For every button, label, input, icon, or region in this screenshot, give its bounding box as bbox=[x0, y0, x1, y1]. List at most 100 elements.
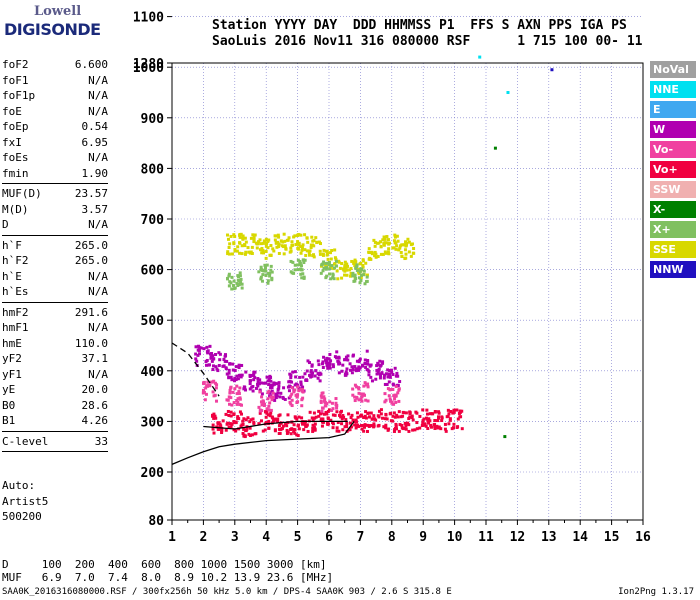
echo-point bbox=[392, 239, 396, 243]
echo-point bbox=[378, 372, 382, 376]
echo-point bbox=[268, 386, 272, 390]
echo-point bbox=[367, 415, 371, 419]
echo-point bbox=[324, 267, 328, 271]
echo-point bbox=[327, 408, 331, 412]
echo-point bbox=[439, 427, 443, 431]
echo-point bbox=[299, 383, 303, 387]
echo-point bbox=[240, 286, 244, 290]
echo-point bbox=[353, 365, 357, 369]
echo-point bbox=[411, 418, 415, 422]
y-tick-label: 800 bbox=[141, 162, 165, 177]
echo-point bbox=[269, 268, 273, 272]
echo-point bbox=[351, 393, 355, 397]
echo-point bbox=[299, 380, 303, 384]
muf-table-distance-row: D 100 200 400 600 800 1000 1500 3000 [km… bbox=[2, 558, 327, 571]
auto-program: Artist5 bbox=[2, 494, 49, 508]
echo-point bbox=[305, 369, 309, 373]
echo-point bbox=[212, 416, 216, 420]
echo-point bbox=[210, 359, 214, 363]
echo-point bbox=[359, 392, 363, 396]
echo-point bbox=[310, 364, 314, 368]
echo-point bbox=[386, 387, 390, 391]
echo-point bbox=[394, 394, 398, 398]
echo-point bbox=[379, 252, 383, 256]
echo-point bbox=[300, 276, 304, 280]
echo-point bbox=[387, 394, 391, 398]
echo-point bbox=[341, 267, 345, 271]
echo-point bbox=[426, 426, 430, 430]
echo-point bbox=[322, 412, 326, 416]
x-tick-label: 12 bbox=[510, 530, 526, 545]
echo-point bbox=[359, 267, 363, 271]
echo-point bbox=[289, 376, 293, 380]
echo-point bbox=[358, 270, 362, 274]
echo-point bbox=[322, 395, 326, 399]
param-row: h`Es N/A bbox=[2, 284, 108, 300]
echo-point bbox=[247, 432, 251, 436]
echo-point bbox=[418, 426, 422, 430]
echo-point bbox=[370, 417, 374, 421]
echo-point bbox=[413, 428, 417, 432]
echo-point bbox=[226, 233, 230, 237]
echo-point bbox=[289, 427, 293, 431]
echo-point bbox=[252, 422, 256, 426]
echo-point bbox=[393, 366, 397, 370]
echo-point bbox=[237, 282, 241, 286]
echo-point bbox=[203, 398, 207, 402]
echo-point bbox=[228, 388, 232, 392]
echo-point bbox=[431, 412, 435, 416]
echo-point bbox=[287, 389, 291, 393]
echo-point bbox=[219, 424, 223, 428]
echo-point bbox=[221, 419, 225, 423]
echo-point bbox=[503, 435, 507, 439]
echo-point bbox=[289, 432, 293, 436]
echo-point bbox=[324, 261, 328, 265]
echo-point bbox=[362, 393, 366, 397]
echo-point bbox=[296, 247, 300, 251]
echo-point bbox=[230, 378, 234, 382]
echo-point bbox=[341, 363, 345, 367]
echo-point bbox=[379, 412, 383, 416]
echo-point bbox=[322, 266, 326, 270]
echo-point bbox=[310, 243, 314, 247]
echo-point bbox=[306, 240, 310, 244]
echo-point bbox=[376, 254, 380, 258]
echo-point bbox=[355, 420, 359, 424]
echo-point bbox=[305, 249, 309, 253]
echo-point bbox=[276, 417, 280, 421]
echo-point bbox=[369, 375, 373, 379]
echo-point bbox=[224, 412, 228, 416]
echo-point bbox=[235, 399, 239, 402]
echo-point bbox=[339, 409, 343, 413]
echo-point bbox=[235, 384, 239, 388]
echo-point bbox=[376, 424, 380, 428]
echo-point bbox=[337, 360, 341, 364]
echo-point bbox=[448, 418, 452, 422]
param-separator bbox=[2, 183, 108, 184]
echo-point bbox=[267, 389, 271, 393]
echo-point bbox=[236, 278, 240, 282]
echo-point bbox=[349, 425, 353, 429]
echo-point bbox=[354, 369, 358, 373]
echo-point bbox=[372, 422, 376, 426]
echo-point bbox=[252, 238, 256, 242]
echo-point bbox=[493, 146, 497, 150]
echo-point bbox=[325, 253, 329, 257]
echo-point bbox=[329, 359, 333, 363]
echo-point bbox=[404, 411, 408, 415]
echo-point bbox=[263, 263, 267, 267]
echo-point bbox=[343, 266, 347, 270]
param-row: B0 28.6 bbox=[2, 398, 108, 414]
echo-point bbox=[392, 429, 396, 433]
echo-point bbox=[238, 271, 242, 275]
echo-point bbox=[302, 258, 306, 262]
echo-point bbox=[343, 273, 347, 277]
param-name: yF2 bbox=[2, 352, 22, 365]
echo-point bbox=[364, 416, 368, 420]
echo-point bbox=[317, 414, 321, 418]
echo-point bbox=[288, 372, 292, 376]
echo-point bbox=[292, 423, 296, 427]
echo-point bbox=[232, 242, 236, 246]
echo-point bbox=[328, 272, 332, 276]
echo-point bbox=[293, 263, 297, 267]
